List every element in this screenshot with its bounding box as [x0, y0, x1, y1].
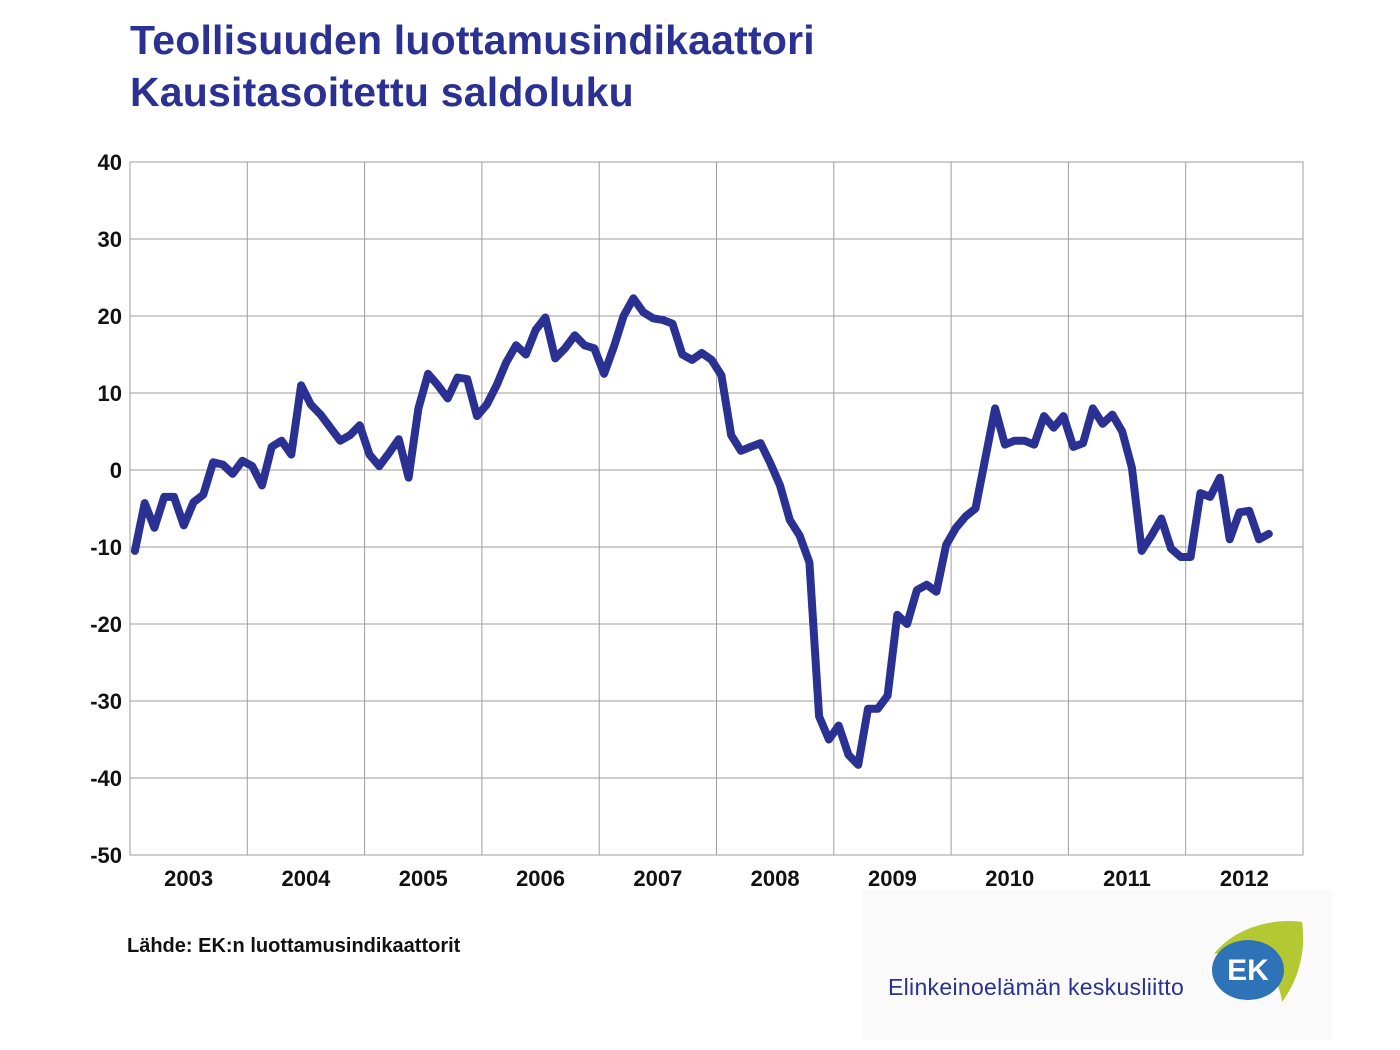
y-tick-label: -10	[90, 535, 122, 560]
logo-blue-disc	[1212, 940, 1284, 1000]
x-tick-label: 2010	[985, 866, 1034, 890]
ek-logo: EK	[1212, 921, 1304, 1002]
y-tick-label: 20	[98, 304, 122, 329]
y-tick-label: 0	[110, 458, 122, 483]
plot-frame	[129, 161, 1304, 856]
y-tick-label: -40	[90, 766, 122, 791]
y-tick-label: 40	[98, 150, 122, 175]
y-tick-label: 10	[98, 381, 122, 406]
logo-text: EK	[1227, 954, 1269, 987]
y-tick-label: -30	[90, 689, 122, 714]
x-tick-label: 2004	[281, 866, 331, 890]
confidence-series-line	[130, 294, 1273, 769]
x-tick-label: 2008	[751, 866, 800, 890]
x-tick-label: 2011	[1103, 866, 1151, 890]
chart-title: Teollisuuden luottamusindikaattori Kausi…	[130, 14, 815, 118]
y-tick-label: -20	[90, 612, 122, 637]
y-tick-label: 30	[98, 227, 122, 252]
x-tick-label: 2009	[868, 866, 917, 890]
y-tick-label: -50	[90, 843, 122, 868]
title-line-1: Teollisuuden luottamusindikaattori	[130, 17, 815, 63]
title-line-2: Kausitasoitettu saldoluku	[130, 69, 634, 115]
x-tick-label: 2006	[516, 866, 565, 890]
x-tick-label: 2003	[164, 866, 213, 890]
x-tick-label: 2012	[1220, 866, 1269, 890]
x-tick-label: 2005	[399, 866, 448, 890]
x-tick-label: 2007	[633, 866, 682, 890]
organization-name: Elinkeinoelämän keskusliitto	[888, 974, 1185, 1000]
source-note: Lähde: EK:n luottamusindikaattorit	[127, 935, 461, 957]
